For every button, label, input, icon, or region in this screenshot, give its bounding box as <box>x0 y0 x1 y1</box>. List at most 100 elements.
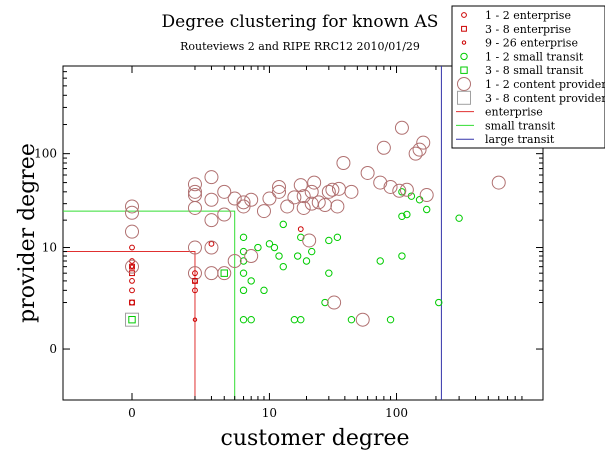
legend-label-enterprise: enterprise <box>485 106 543 119</box>
data-point-1-2-content-provider <box>187 240 202 255</box>
data-point-1-2-enterprise <box>129 244 135 251</box>
data-point-1-2-content-provider <box>187 200 202 215</box>
data-point-1-2-small-transit <box>403 210 411 219</box>
data-point-1-2-small-transit <box>386 315 395 324</box>
data-point-1-2-content-provider <box>217 207 232 222</box>
data-point-1-2-content-provider <box>204 192 219 207</box>
data-point-1-2-small-transit <box>376 257 384 265</box>
data-point-1-2-small-transit <box>239 286 248 295</box>
data-point-1-2-enterprise <box>192 270 198 277</box>
data-point-1-2-content-provider <box>304 184 319 199</box>
data-point-1-2-small-transit <box>398 188 406 196</box>
data-point-3-8-content-provider <box>125 312 140 327</box>
data-point-1-2-small-transit <box>279 262 287 271</box>
data-point-1-2-content-provider <box>204 266 219 281</box>
data-point-1-2-small-transit <box>422 205 431 214</box>
data-point-1-2-enterprise <box>129 299 135 306</box>
data-point-1-2-small-transit <box>239 269 248 277</box>
data-point-1-2-small-transit <box>275 252 283 260</box>
data-point-1-2-content-provider <box>287 190 302 205</box>
data-point-1-2-content-provider <box>336 156 351 171</box>
legend-label-3-8-enterprise: 3 - 8 enterprise <box>485 23 571 36</box>
legend-swatch-1-2-content-provider <box>457 77 471 91</box>
data-point-1-2-enterprise <box>129 287 135 294</box>
data-point-1-2-content-provider <box>272 184 287 199</box>
data-point-1-2-content-provider <box>244 249 259 264</box>
data-point-1-2-content-provider <box>416 135 431 150</box>
data-point-1-2-content-provider <box>204 240 219 255</box>
data-point-1-2-small-transit <box>398 212 406 220</box>
legend-label-1-2-content-provider: 1 - 2 content provider <box>485 78 605 91</box>
data-point-3-8-enterprise <box>129 263 135 270</box>
small-transit-boundary <box>63 210 236 400</box>
data-point-1-2-small-transit <box>247 315 255 324</box>
data-point-1-2-content-provider <box>330 199 345 214</box>
data-point-1-2-content-provider <box>293 178 308 193</box>
data-point-1-2-small-transit <box>247 277 255 285</box>
data-point-1-2-enterprise <box>129 278 135 284</box>
data-point-1-2-content-provider <box>325 182 340 197</box>
data-point-1-2-content-provider <box>217 184 232 199</box>
legend-swatch-3-8-small-transit <box>460 66 468 74</box>
data-point-1-2-content-provider <box>272 179 287 194</box>
legend-swatch-1-2-enterprise <box>461 12 467 18</box>
y-axis-label: provider degree <box>15 143 40 323</box>
y-tick-label: 10 <box>42 241 57 255</box>
data-point-1-2-small-transit <box>435 298 443 307</box>
data-point-1-2-small-transit <box>254 243 262 252</box>
data-point-1-2-small-transit <box>293 252 302 260</box>
data-point-1-2-content-provider <box>399 182 414 197</box>
chart-title: Degree clustering for known AS <box>162 12 439 32</box>
data-point-1-2-content-provider <box>125 259 140 274</box>
data-point-1-2-small-transit <box>308 247 316 256</box>
data-point-1-2-content-provider <box>321 184 336 199</box>
legend-swatch-3-8-enterprise <box>461 25 467 32</box>
chart-subtitle: Routeviews 2 and RIPE RRC12 2010/01/29 <box>180 40 420 53</box>
x-axis-label: customer degree <box>221 426 410 451</box>
data-point-1-2-content-provider <box>244 192 259 207</box>
legend-label-3-8-small-transit: 3 - 8 small transit <box>485 64 584 77</box>
data-point-1-2-small-transit <box>290 315 299 324</box>
y-tick-label: 100 <box>34 147 57 161</box>
data-point-1-2-small-transit <box>279 220 287 229</box>
data-point-1-2-small-transit <box>347 315 356 324</box>
legend-label-small-transit: small transit <box>485 119 556 132</box>
data-point-1-2-content-provider <box>256 204 271 219</box>
data-point-3-8-small-transit <box>220 269 228 277</box>
data-point-1-2-small-transit <box>333 233 342 242</box>
legend-box <box>451 5 605 149</box>
data-point-1-2-enterprise <box>208 240 215 247</box>
ticks-layer: 0 10 100 0 10 100 <box>34 65 543 420</box>
data-point-1-2-content-provider <box>125 205 140 220</box>
data-point-1-2-content-provider <box>307 175 322 190</box>
data-point-1-2-small-transit <box>455 214 463 222</box>
data-point-1-2-content-provider <box>227 254 242 269</box>
data-point-1-2-content-provider <box>408 146 423 161</box>
data-point-1-2-content-provider <box>383 179 398 194</box>
data-point-1-2-content-provider <box>187 266 202 281</box>
data-point-1-2-content-provider <box>491 175 506 190</box>
data-point-9-26-enterprise <box>192 317 198 322</box>
data-point-1-2-content-provider <box>296 189 311 204</box>
data-point-1-2-content-provider <box>302 233 317 248</box>
data-point-1-2-small-transit <box>239 247 248 256</box>
data-point-1-2-content-provider <box>204 170 219 185</box>
data-point-1-2-content-provider <box>125 224 140 239</box>
data-point-1-2-content-provider <box>262 191 277 206</box>
data-point-1-2-content-provider <box>236 195 251 210</box>
data-point-1-2-content-provider <box>311 195 326 210</box>
legend-label-large-transit: large transit <box>485 133 555 146</box>
data-point-1-2-enterprise <box>192 287 198 294</box>
enterprise-boundary <box>63 251 196 400</box>
data-point-1-2-content-provider <box>187 184 202 199</box>
data-point-1-2-small-transit <box>325 236 333 245</box>
boundary-layer <box>63 66 442 400</box>
data-point-1-2-content-provider <box>392 183 407 198</box>
data-point-1-2-small-transit <box>321 298 329 307</box>
data-point-1-2-small-transit <box>297 315 305 324</box>
legend-label-9-26-enterprise: 9 - 26 enterprise <box>485 37 578 50</box>
data-point-1-2-content-provider <box>227 191 242 206</box>
data-point-1-2-content-provider <box>360 165 375 180</box>
